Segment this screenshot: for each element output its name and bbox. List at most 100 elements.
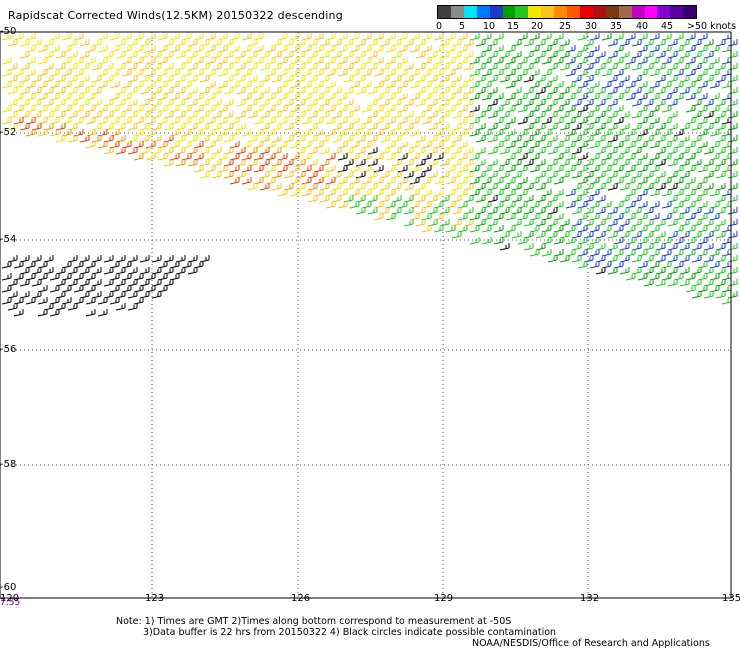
wind-barb (595, 135, 606, 143)
wind-barb (679, 39, 690, 47)
wind-barb (253, 105, 264, 113)
wind-barb (709, 117, 720, 125)
wind-barb (559, 87, 570, 95)
wind-barb (709, 189, 720, 197)
wind-barb (145, 273, 156, 281)
wind-barb (469, 225, 480, 233)
wind-barb (601, 69, 612, 77)
wind-barb (451, 99, 462, 107)
wind-barb (493, 33, 504, 41)
wind-barb (727, 195, 738, 203)
wind-barb (271, 147, 282, 155)
wind-barb (211, 87, 222, 95)
wind-barb (553, 165, 564, 173)
wind-barb (379, 207, 390, 215)
wind-barb (583, 63, 594, 71)
wind-barb (475, 135, 486, 143)
wind-barb (475, 147, 486, 155)
wind-barb (529, 201, 540, 209)
wind-barb (613, 237, 624, 245)
wind-barb (427, 51, 438, 59)
wind-barb (373, 117, 384, 125)
wind-barb (637, 81, 648, 89)
colorbar-segment (592, 6, 606, 18)
wind-barb (283, 111, 294, 119)
wind-barb (175, 135, 186, 143)
wind-barb (415, 75, 426, 83)
wind-barb (379, 183, 390, 191)
wind-barb (451, 87, 462, 95)
wind-barb (403, 195, 414, 203)
wind-barb (145, 117, 156, 125)
wind-barb (667, 111, 678, 119)
wind-barb (619, 171, 630, 179)
wind-barb (115, 111, 126, 119)
wind-barb (517, 201, 528, 209)
wind-barb (697, 273, 708, 281)
wind-barb (643, 183, 654, 191)
wind-barb (691, 39, 702, 47)
wind-barb (145, 33, 156, 41)
wind-barb (115, 135, 126, 143)
wind-barb (85, 141, 96, 149)
wind-barb (319, 51, 330, 59)
wind-barb (85, 261, 96, 269)
wind-barb (679, 267, 690, 275)
wind-barb (277, 141, 288, 149)
wind-barb (121, 69, 132, 77)
wind-barb (475, 159, 486, 167)
wind-barb (715, 171, 726, 179)
wind-barb (229, 57, 240, 65)
wind-barb (655, 87, 666, 95)
wind-barb (469, 189, 480, 197)
wind-barb (541, 165, 552, 173)
wind-barb (439, 195, 450, 203)
wind-barb (163, 75, 174, 83)
wind-barb (151, 123, 162, 131)
wind-barb (709, 249, 720, 257)
wind-barb (79, 75, 90, 83)
wind-barb (565, 153, 576, 161)
wind-barb (43, 75, 54, 83)
wind-barb (553, 249, 564, 257)
wind-barb (331, 147, 342, 155)
wind-barb (145, 105, 156, 113)
wind-barb (379, 63, 390, 71)
wind-barb (523, 243, 534, 251)
wind-barb (529, 57, 540, 65)
wind-barb (601, 249, 612, 257)
wind-barb (421, 33, 432, 41)
wind-barb (19, 75, 30, 83)
wind-barb (679, 87, 690, 95)
wind-barb (235, 99, 246, 107)
wind-barb (703, 147, 714, 155)
wind-barb (715, 63, 726, 71)
wind-barb (691, 255, 702, 263)
wind-barb (463, 99, 474, 107)
wind-barb (253, 129, 264, 137)
wind-barb (355, 39, 366, 47)
wind-barb (571, 231, 582, 239)
wind-barb (697, 81, 708, 89)
wind-barb (145, 141, 156, 149)
wind-barb (661, 237, 672, 245)
wind-barb (385, 33, 396, 41)
wind-barb (703, 111, 714, 119)
wind-barb (103, 63, 114, 71)
wind-barb (637, 57, 648, 65)
wind-barb (547, 51, 558, 59)
wind-barb (451, 231, 462, 239)
wind-barb (259, 75, 270, 83)
wind-barb (475, 111, 486, 119)
wind-barb (283, 99, 294, 107)
wind-barb (379, 75, 390, 83)
wind-barb (295, 135, 306, 143)
wind-barb (343, 183, 354, 191)
wind-barb (139, 147, 150, 155)
wind-barb (49, 93, 60, 101)
wind-barb (577, 201, 588, 209)
wind-barb (337, 189, 348, 197)
wind-barb (505, 141, 516, 149)
wind-barb (25, 45, 36, 53)
wind-barb (109, 69, 120, 77)
